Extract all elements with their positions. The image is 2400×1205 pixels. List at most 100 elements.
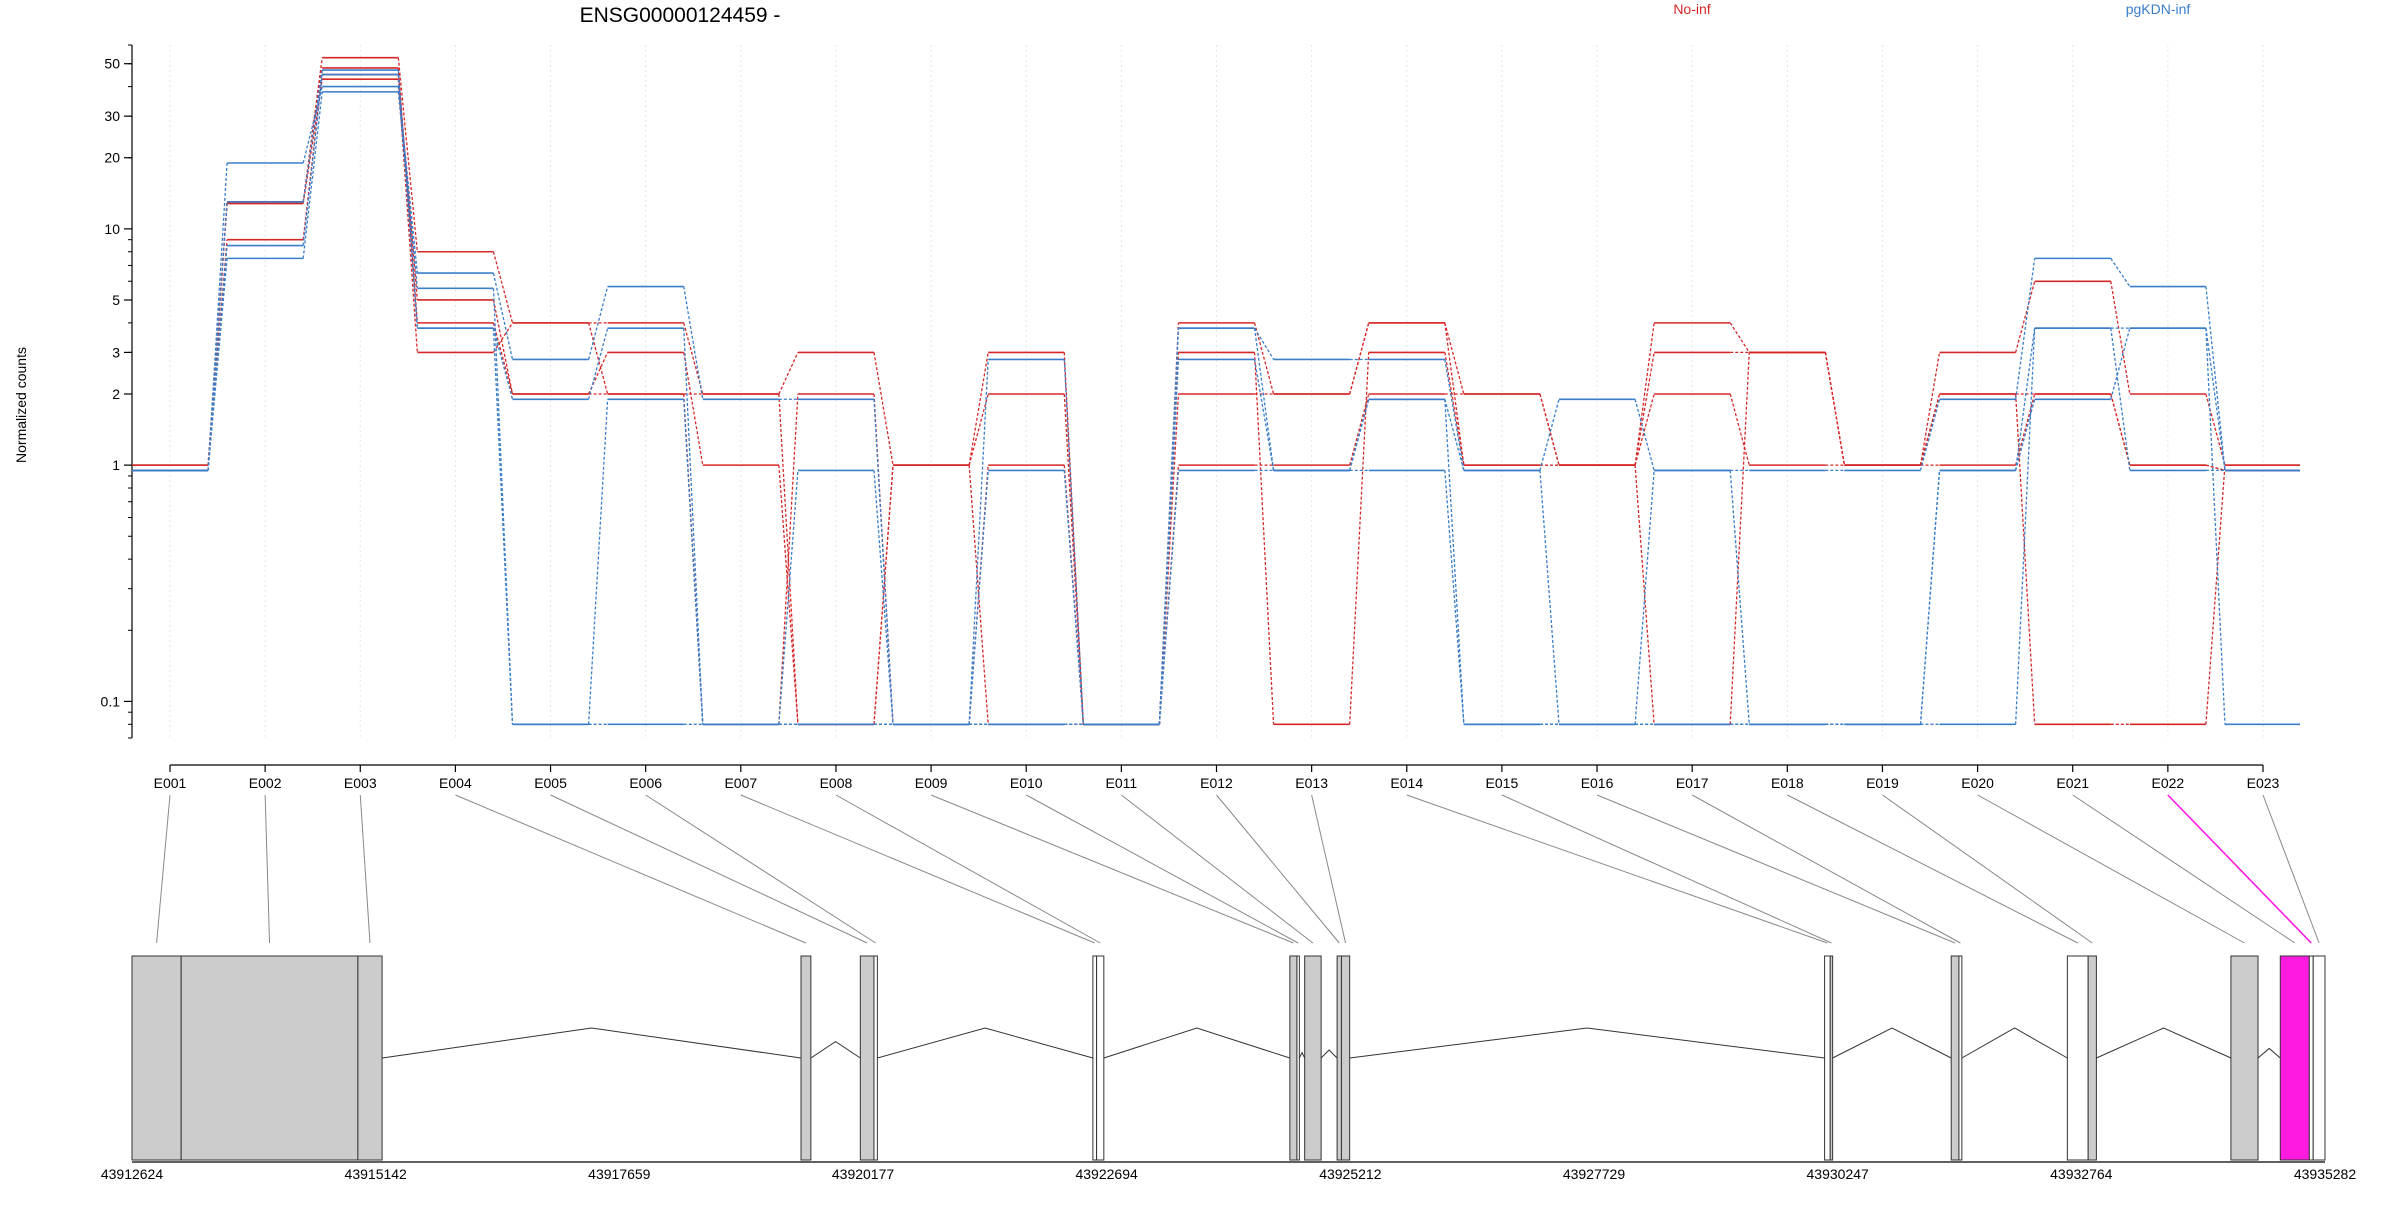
y-tick-label: 20 <box>104 150 120 166</box>
series-transition <box>207 201 228 471</box>
y-axis-label: Normalized counts <box>13 347 29 463</box>
connector-e010 <box>1025 794 1299 944</box>
x-tick-label-e012: E012 <box>1200 775 1233 791</box>
y-tick-label: 2 <box>112 386 120 402</box>
series-transition <box>1063 359 1084 725</box>
x-tick-label-e020: E020 <box>1961 775 1994 791</box>
series-transition <box>1634 465 1655 725</box>
series-transition <box>1444 399 1465 471</box>
series-transition <box>968 470 989 725</box>
y-tick-label: 3 <box>112 344 120 360</box>
series-pgkdn-inf-7 <box>132 69 2300 726</box>
connector-e007 <box>740 794 1095 944</box>
series-lines <box>132 56 2300 726</box>
series-transition <box>2015 393 2036 466</box>
connector-e022 <box>2167 794 2312 944</box>
series-transition <box>2014 393 2036 725</box>
series-transition <box>1349 399 1370 471</box>
exon-box-e002 <box>180 955 359 1161</box>
series-transition <box>683 352 704 466</box>
genome-tick-label: 43935282 <box>2294 1166 2357 1182</box>
series-transition <box>1444 322 1465 395</box>
intron-line <box>810 1041 861 1059</box>
x-tick-label-e009: E009 <box>915 775 948 791</box>
connector-e012 <box>1216 794 1340 944</box>
connector-e016 <box>1596 794 1956 944</box>
series-transition <box>2015 399 2036 471</box>
x-tick-label-e002: E002 <box>249 775 282 791</box>
y-tick-label: 1 <box>112 457 120 473</box>
series-transition <box>1349 322 1370 395</box>
series-transition <box>492 299 514 395</box>
series-transition <box>2110 328 2131 471</box>
series-transition <box>397 70 419 329</box>
series-transition <box>1444 352 1465 466</box>
series-transition <box>1444 470 1465 725</box>
exon-box-e012 <box>1336 955 1342 1161</box>
gene-model: 43912624 43915142 43917659 43920177 43922694… <box>101 955 2357 1182</box>
series-transition <box>1253 322 1275 395</box>
series-transition <box>1063 470 1084 725</box>
grid-lines <box>169 45 2264 738</box>
series-transition <box>1063 352 1084 725</box>
series-transition <box>492 327 514 400</box>
series-transition <box>2015 258 2036 400</box>
series-transition <box>968 465 989 725</box>
x-tick-label-e003: E003 <box>344 775 377 791</box>
connector-e019 <box>1882 794 2093 944</box>
series-transition <box>1253 328 1275 471</box>
series-transition <box>873 352 894 466</box>
series-transition <box>302 69 323 203</box>
series-transition <box>492 322 514 395</box>
series-transition <box>968 352 989 466</box>
connector-e020 <box>1977 794 2245 944</box>
series-transition <box>2015 328 2036 471</box>
exon-box-e021 <box>2279 955 2310 1161</box>
exon-box-e015 <box>1829 955 1834 1161</box>
series-transition <box>1729 470 1750 725</box>
x-tick-label-e006: E006 <box>629 775 662 791</box>
y-tick-label: 50 <box>104 56 120 72</box>
x-tick-label-e004: E004 <box>439 775 472 791</box>
intron-line <box>1832 1027 1952 1059</box>
genome-tick-label: 43922694 <box>1075 1166 1138 1182</box>
legend-entry-no-inf: No-inf <box>1673 1 1710 17</box>
x-tick-label-e022: E022 <box>2152 775 2185 791</box>
series-transition <box>1919 352 1941 466</box>
exon-box-e001 <box>131 955 182 1161</box>
series-transition <box>2110 258 2131 287</box>
intron-line <box>1298 1051 1306 1059</box>
series-transition <box>778 352 799 395</box>
series-transition <box>873 465 894 725</box>
series-transition <box>302 74 323 246</box>
series-transition <box>587 399 609 725</box>
series-transition <box>1349 393 1370 466</box>
exon-box-e018 <box>2066 955 2089 1161</box>
exon-box-e004 <box>800 955 812 1161</box>
series-transition <box>1158 393 1180 725</box>
series-transition <box>1158 470 1180 725</box>
series-transition <box>1919 393 1941 466</box>
series-transition <box>2205 286 2226 471</box>
exon-box-e020 <box>2230 955 2259 1161</box>
series-transition <box>2205 464 2226 472</box>
genome-tick-label: 43915142 <box>345 1166 408 1182</box>
exon-box-e006 <box>873 955 878 1161</box>
exon-box-e011 <box>1304 955 1322 1161</box>
genome-tick-label: 43925212 <box>1319 1166 1382 1182</box>
intron-line <box>877 1027 1094 1059</box>
connector-e008 <box>835 794 1101 944</box>
series-transition <box>2205 465 2226 725</box>
exon-box-e005 <box>859 955 875 1161</box>
connector-e014 <box>1406 794 1828 944</box>
intron-line <box>382 1027 802 1059</box>
series-transition <box>1634 352 1655 466</box>
series-transition <box>778 393 799 725</box>
connector-e001 <box>156 794 171 944</box>
connector-e002 <box>264 794 271 944</box>
series-transition <box>968 359 989 725</box>
y-tick-label: 5 <box>112 292 120 308</box>
x-tick-label-e014: E014 <box>1390 775 1423 791</box>
connector-e003 <box>359 794 371 944</box>
connector-e015 <box>1501 794 1832 944</box>
